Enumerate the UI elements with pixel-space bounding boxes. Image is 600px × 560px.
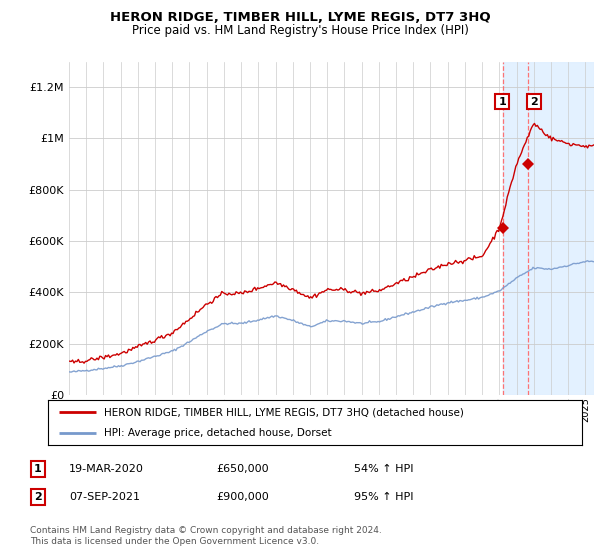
Text: 07-SEP-2021: 07-SEP-2021	[69, 492, 140, 502]
Text: HPI: Average price, detached house, Dorset: HPI: Average price, detached house, Dors…	[104, 428, 332, 438]
Bar	[503, 62, 594, 395]
Text: HERON RIDGE, TIMBER HILL, LYME REGIS, DT7 3HQ (detached house): HERON RIDGE, TIMBER HILL, LYME REGIS, DT…	[104, 408, 464, 418]
Text: £650,000: £650,000	[216, 464, 269, 474]
Text: Contains HM Land Registry data © Crown copyright and database right 2024.
This d: Contains HM Land Registry data © Crown c…	[30, 526, 382, 546]
Text: 2: 2	[530, 96, 538, 106]
Text: HERON RIDGE, TIMBER HILL, LYME REGIS, DT7 3HQ: HERON RIDGE, TIMBER HILL, LYME REGIS, DT…	[110, 11, 490, 24]
Text: 1: 1	[34, 464, 41, 474]
Text: 2: 2	[34, 492, 41, 502]
Text: 1: 1	[498, 96, 506, 106]
Text: Price paid vs. HM Land Registry's House Price Index (HPI): Price paid vs. HM Land Registry's House …	[131, 24, 469, 36]
Text: 54% ↑ HPI: 54% ↑ HPI	[354, 464, 413, 474]
Text: 95% ↑ HPI: 95% ↑ HPI	[354, 492, 413, 502]
Text: £900,000: £900,000	[216, 492, 269, 502]
Text: 19-MAR-2020: 19-MAR-2020	[69, 464, 144, 474]
